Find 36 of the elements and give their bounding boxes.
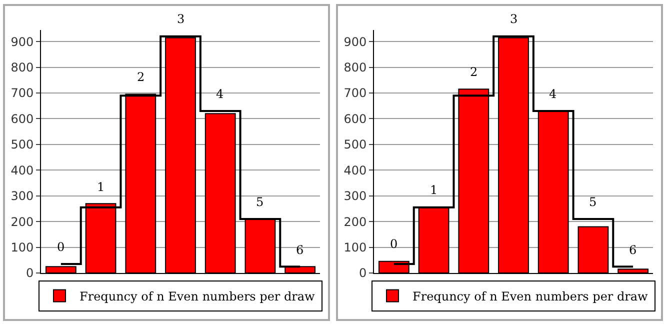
y-tick-label: 100 <box>10 240 34 254</box>
x-tick-label: 2 <box>137 70 145 84</box>
x-tick-label: 3 <box>177 12 185 26</box>
x-tick-label: 6 <box>629 243 637 257</box>
y-tick-label: 200 <box>344 214 367 229</box>
x-tick-label: 5 <box>256 195 264 209</box>
x-tick-label: 1 <box>97 180 105 194</box>
y-tick-label: 600 <box>10 112 34 126</box>
x-tick-label: 3 <box>510 12 518 26</box>
y-tick-label: 0 <box>358 266 367 280</box>
x-tick-label: 1 <box>430 183 438 197</box>
y-tick-label: 0 <box>26 266 34 280</box>
x-tick-label: 5 <box>589 195 597 209</box>
y-tick-label: 900 <box>344 34 367 49</box>
legend-label: Frequncy of n Even numbers per draw <box>80 289 316 304</box>
y-tick-label: 200 <box>10 214 34 229</box>
y-tick-label: 700 <box>344 86 367 100</box>
y-tick-label: 300 <box>344 189 367 204</box>
y-tick-label: 600 <box>344 112 367 126</box>
y-tick-label: 400 <box>344 163 367 178</box>
y-tick-label: 700 <box>10 86 34 100</box>
y-tick-label: 300 <box>10 189 34 204</box>
x-tick-label: 2 <box>470 65 478 79</box>
x-tick-label: 4 <box>216 87 224 101</box>
y-tick-label: 500 <box>10 138 34 152</box>
y-tick-label: 500 <box>344 138 367 152</box>
y-tick-label: 900 <box>10 34 34 49</box>
y-tick-label: 800 <box>344 60 367 74</box>
y-tick-label: 400 <box>10 163 34 178</box>
x-tick-label: 0 <box>390 237 398 251</box>
y-tick-label: 800 <box>10 60 34 74</box>
x-tick-label: 6 <box>296 243 304 257</box>
legend-label: Frequncy of n Even numbers per draw <box>412 289 649 304</box>
x-tick-label: 0 <box>57 240 65 254</box>
x-tick-label: 4 <box>549 87 557 101</box>
y-tick-label: 100 <box>344 240 367 254</box>
